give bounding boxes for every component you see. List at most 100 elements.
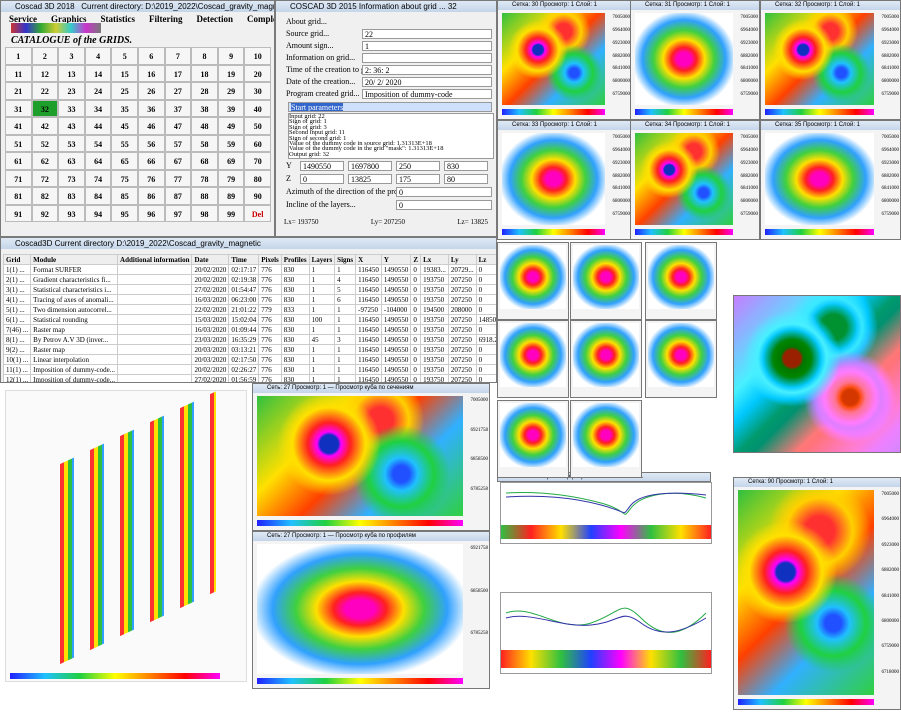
grid-cell[interactable]: 65 [111, 152, 138, 170]
grid-cell[interactable]: 91 [5, 204, 32, 222]
grid-cell[interactable]: 5 [111, 47, 138, 65]
grid-cell[interactable]: 12 [31, 64, 59, 82]
table-row[interactable]: 12(1) ... Imposition of dummy-code... 27/0… [2, 374, 496, 382]
grid-cell[interactable]: 19 [217, 64, 245, 82]
grid-cell[interactable]: 50 [244, 117, 271, 135]
grid-cell[interactable]: 25 [111, 82, 138, 100]
table-row[interactable]: 10(1) ... Linear interpolation 20/03/2020 0… [2, 354, 496, 365]
grid-cell[interactable]: 84 [84, 187, 112, 205]
grid-cell[interactable]: 70 [244, 152, 271, 170]
grid-cell[interactable]: 94 [84, 204, 112, 222]
grid-cell[interactable]: 33 [58, 99, 85, 117]
grid-cell[interactable]: 90 [244, 187, 271, 205]
table-row[interactable]: 1(1) ... Format SURFER 20/02/2020 02:17:17 7… [2, 264, 496, 275]
grid-cell[interactable]: 18 [191, 64, 218, 82]
grid-cell[interactable]: 85 [111, 187, 138, 205]
grid-cell[interactable]: 53 [58, 134, 85, 152]
grid-cell[interactable]: 40 [244, 99, 271, 117]
grid-cell[interactable]: 75 [111, 169, 138, 187]
grid-cell[interactable]: 89 [217, 187, 245, 205]
grid-cell[interactable]: 21 [5, 82, 32, 100]
grid-cell[interactable]: 74 [84, 169, 112, 187]
grid-cell[interactable]: Del [244, 204, 271, 222]
table-row[interactable]: 6(1) ... Statistical rounding 15/03/2020 15… [2, 314, 496, 325]
grid-cell[interactable]: 95 [111, 204, 138, 222]
grid-cell[interactable]: 28 [191, 82, 218, 100]
grid-cell[interactable]: 14 [84, 64, 112, 82]
grid-cell[interactable]: 82 [31, 187, 59, 205]
grid-cell[interactable]: 49 [217, 117, 245, 135]
grid-cell[interactable]: 97 [164, 204, 192, 222]
grid-cell[interactable]: 9 [217, 47, 245, 65]
grid-cell[interactable]: 55 [111, 134, 138, 152]
grid-cell[interactable]: 46 [138, 117, 165, 135]
grid-cell[interactable]: 63 [58, 152, 85, 170]
grid-cell[interactable]: 98 [191, 204, 218, 222]
grid-cell[interactable]: 57 [164, 134, 192, 152]
grid-cell[interactable]: 26 [138, 82, 165, 100]
grid-cell[interactable]: 67 [164, 152, 192, 170]
grid-cell[interactable]: 23 [58, 82, 85, 100]
grid-cell[interactable]: 34 [84, 99, 112, 117]
table-row[interactable]: 5(1) ... Two dimension autocorrel... 22/02… [2, 304, 496, 315]
grid-cell[interactable]: 44 [84, 117, 112, 135]
grid-cell[interactable]: 2 [31, 47, 59, 65]
grid-cell[interactable]: 35 [111, 99, 138, 117]
grid-cell[interactable]: 3 [58, 47, 85, 65]
grid-cell[interactable]: 62 [31, 152, 59, 170]
grid-cell[interactable]: 79 [217, 169, 245, 187]
menu-item[interactable]: Graphics [50, 14, 87, 24]
grid-cell[interactable]: 99 [217, 204, 245, 222]
grid-cell[interactable]: 16 [138, 64, 165, 82]
grid-cell[interactable]: 22 [31, 82, 59, 100]
grid-cell[interactable]: 7 [164, 47, 192, 65]
menu-item[interactable]: Complex [246, 14, 274, 24]
grid-cell[interactable]: 27 [164, 82, 192, 100]
grid-cell[interactable]: 71 [5, 169, 32, 187]
menu-item[interactable]: Filtering [149, 14, 183, 24]
grid-cell[interactable]: 13 [58, 64, 85, 82]
table-row[interactable]: 8(1) ... By Petrov A.V 3D (inver... 23/03/… [2, 334, 496, 345]
grid-cell[interactable]: 17 [164, 64, 192, 82]
grid-cell[interactable]: 88 [191, 187, 218, 205]
grid-cell[interactable]: 48 [191, 117, 218, 135]
grid-cell[interactable]: 73 [58, 169, 85, 187]
grid-cell[interactable]: 38 [191, 99, 218, 117]
grid-cell[interactable]: 69 [217, 152, 245, 170]
table-row[interactable]: 2(1) ... Gradient characteristics fi... 20… [2, 274, 496, 285]
grid-cell[interactable]: 36 [138, 99, 165, 117]
grid-cell[interactable]: 15 [111, 64, 138, 82]
grid-cell[interactable]: 81 [5, 187, 32, 205]
grid-cell[interactable]: 87 [164, 187, 192, 205]
grid-cell[interactable]: 93 [58, 204, 85, 222]
grid-cell[interactable]: 20 [244, 64, 271, 82]
grid-cell[interactable]: 96 [138, 204, 165, 222]
grid-cell[interactable]: 64 [84, 152, 112, 170]
table-row[interactable]: 7(46) ... Raster map 16/03/2020 01:09:44 776… [2, 324, 496, 335]
grid-cell[interactable]: 11 [5, 64, 32, 82]
table-row[interactable]: 3(1) ... Statistical characteristics i...… [2, 284, 496, 295]
grid-cell[interactable]: 51 [5, 134, 32, 152]
grid-cell[interactable]: 1 [5, 47, 32, 65]
grid-cell[interactable]: 32 [31, 99, 59, 117]
grid-cell[interactable]: 41 [5, 117, 32, 135]
grid-cell[interactable]: 43 [58, 117, 85, 135]
table-row[interactable]: 4(1) ... Tracing of axes of anomali... 16/… [2, 294, 496, 305]
grid-cell[interactable]: 42 [31, 117, 59, 135]
grid-cell[interactable]: 59 [217, 134, 245, 152]
grid-cell[interactable]: 10 [244, 47, 271, 65]
grid-cell[interactable]: 54 [84, 134, 112, 152]
menu-item[interactable]: Detection [196, 14, 233, 24]
grid-cell[interactable]: 37 [164, 99, 192, 117]
grid-cell[interactable]: 29 [217, 82, 245, 100]
grid-cell[interactable]: 86 [138, 187, 165, 205]
grid-cell[interactable]: 31 [5, 99, 32, 117]
grid-cell[interactable]: 80 [244, 169, 271, 187]
grid-cell[interactable]: 39 [217, 99, 245, 117]
menu-item[interactable]: Service [9, 14, 37, 24]
grid-cell[interactable]: 45 [111, 117, 138, 135]
grid-cell[interactable]: 83 [58, 187, 85, 205]
menu-item[interactable]: Statistics [100, 14, 136, 24]
grid-cell[interactable]: 8 [191, 47, 218, 65]
grid-cell[interactable]: 76 [138, 169, 165, 187]
